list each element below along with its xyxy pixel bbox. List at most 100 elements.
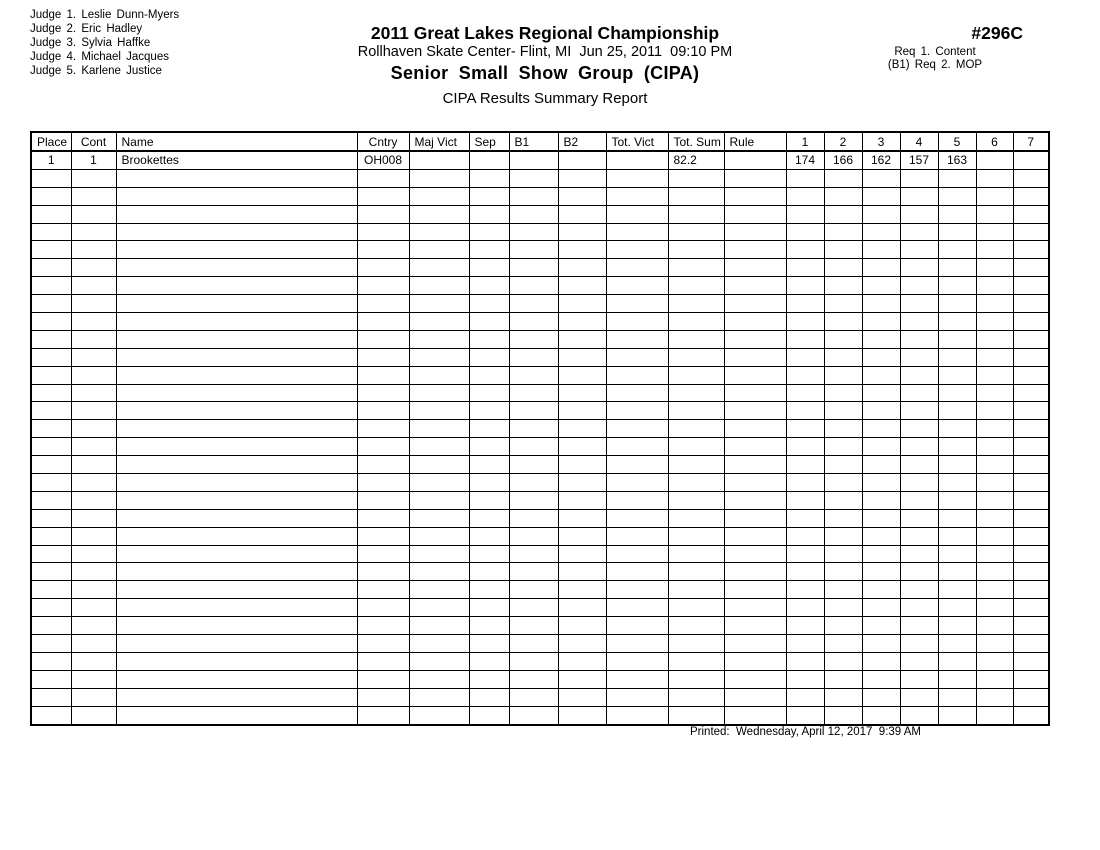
report-header: 2011 Great Lakes Regional Championship R… bbox=[245, 23, 845, 107]
table-cell bbox=[667, 383, 725, 403]
table-cell bbox=[356, 240, 410, 260]
table-cell bbox=[723, 401, 787, 421]
table-cell bbox=[468, 634, 510, 653]
table-cell bbox=[356, 634, 410, 653]
table-cell bbox=[115, 419, 358, 439]
table-cell bbox=[823, 687, 863, 707]
table-cell bbox=[975, 687, 1014, 707]
table-cell bbox=[667, 598, 725, 618]
championship-title: 2011 Great Lakes Regional Championship bbox=[370, 23, 720, 43]
table-cell bbox=[937, 437, 977, 457]
table-cell bbox=[70, 490, 117, 510]
table-cell bbox=[667, 669, 725, 689]
table-cell bbox=[115, 455, 358, 475]
table-cell bbox=[605, 473, 669, 492]
table-cell bbox=[1012, 168, 1050, 188]
table-cell bbox=[823, 329, 863, 349]
table-cell bbox=[115, 294, 358, 314]
table-cell bbox=[30, 651, 72, 671]
table-row bbox=[30, 186, 1050, 206]
venue-date-line: Rollhaven Skate Center- Flint, MI Jun 25… bbox=[357, 44, 733, 60]
table-cell bbox=[115, 258, 358, 278]
table-cell bbox=[861, 240, 901, 260]
table-cell bbox=[723, 634, 787, 653]
table-cell bbox=[115, 508, 358, 528]
table-cell bbox=[861, 186, 901, 206]
table-cell bbox=[975, 598, 1014, 618]
table-cell bbox=[605, 687, 669, 707]
table-cell bbox=[785, 419, 825, 439]
table-cell bbox=[937, 634, 977, 653]
table-row bbox=[30, 365, 1050, 385]
table-row bbox=[30, 347, 1050, 367]
table-cell bbox=[30, 240, 72, 260]
table-cell bbox=[723, 562, 787, 582]
table-cell bbox=[823, 508, 863, 528]
table-cell bbox=[937, 419, 977, 439]
table-cell bbox=[30, 365, 72, 385]
table-row bbox=[30, 419, 1050, 439]
table-cell bbox=[605, 150, 669, 170]
table-cell bbox=[667, 258, 725, 278]
table-cell: 157 bbox=[899, 150, 939, 170]
table-cell bbox=[937, 473, 977, 492]
table-cell bbox=[1012, 437, 1050, 457]
table-cell bbox=[823, 473, 863, 492]
table-cell bbox=[30, 508, 72, 528]
table-cell bbox=[557, 365, 607, 385]
table-cell bbox=[861, 222, 901, 242]
table-cell bbox=[468, 150, 510, 170]
table-cell bbox=[785, 329, 825, 349]
table-cell bbox=[1012, 473, 1050, 492]
table-cell bbox=[785, 616, 825, 636]
table-cell bbox=[723, 419, 787, 439]
table-cell bbox=[823, 580, 863, 600]
table-cell bbox=[557, 473, 607, 492]
table-cell bbox=[667, 473, 725, 492]
table-cell bbox=[468, 222, 510, 242]
table-cell bbox=[605, 669, 669, 689]
judges-list: Judge 1. Leslie Dunn-Myers Judge 2. Eric … bbox=[30, 9, 179, 79]
table-cell bbox=[30, 276, 72, 296]
table-cell bbox=[605, 383, 669, 403]
table-cell bbox=[899, 365, 939, 385]
table-cell bbox=[723, 204, 787, 224]
table-cell bbox=[30, 294, 72, 314]
table-cell bbox=[605, 419, 669, 439]
table-row bbox=[30, 634, 1050, 653]
table-cell bbox=[468, 276, 510, 296]
table-cell bbox=[408, 616, 470, 636]
table-cell bbox=[899, 544, 939, 564]
table-cell bbox=[408, 473, 470, 492]
table-cell bbox=[823, 616, 863, 636]
table-cell bbox=[557, 168, 607, 188]
table-cell bbox=[468, 437, 510, 457]
column-header: Tot. Vict bbox=[605, 131, 669, 152]
table-cell bbox=[861, 312, 901, 331]
table-row bbox=[30, 258, 1050, 278]
table-cell bbox=[70, 312, 117, 331]
table-cell bbox=[723, 651, 787, 671]
table-cell bbox=[723, 312, 787, 331]
table-cell bbox=[785, 562, 825, 582]
table-cell bbox=[1012, 383, 1050, 403]
table-cell bbox=[70, 437, 117, 457]
table-cell bbox=[975, 276, 1014, 296]
table-cell bbox=[356, 669, 410, 689]
table-cell bbox=[1012, 651, 1050, 671]
table-cell bbox=[1012, 347, 1050, 367]
table-cell bbox=[667, 490, 725, 510]
column-header: 6 bbox=[975, 131, 1014, 152]
table-row bbox=[30, 544, 1050, 564]
table-cell bbox=[861, 562, 901, 582]
table-cell bbox=[823, 294, 863, 314]
table-row bbox=[30, 383, 1050, 403]
table-cell bbox=[861, 616, 901, 636]
table-cell bbox=[605, 634, 669, 653]
table-cell bbox=[823, 240, 863, 260]
table-cell bbox=[356, 383, 410, 403]
table-cell bbox=[861, 687, 901, 707]
table-cell bbox=[557, 222, 607, 242]
table-cell bbox=[508, 222, 559, 242]
table-cell bbox=[823, 347, 863, 367]
